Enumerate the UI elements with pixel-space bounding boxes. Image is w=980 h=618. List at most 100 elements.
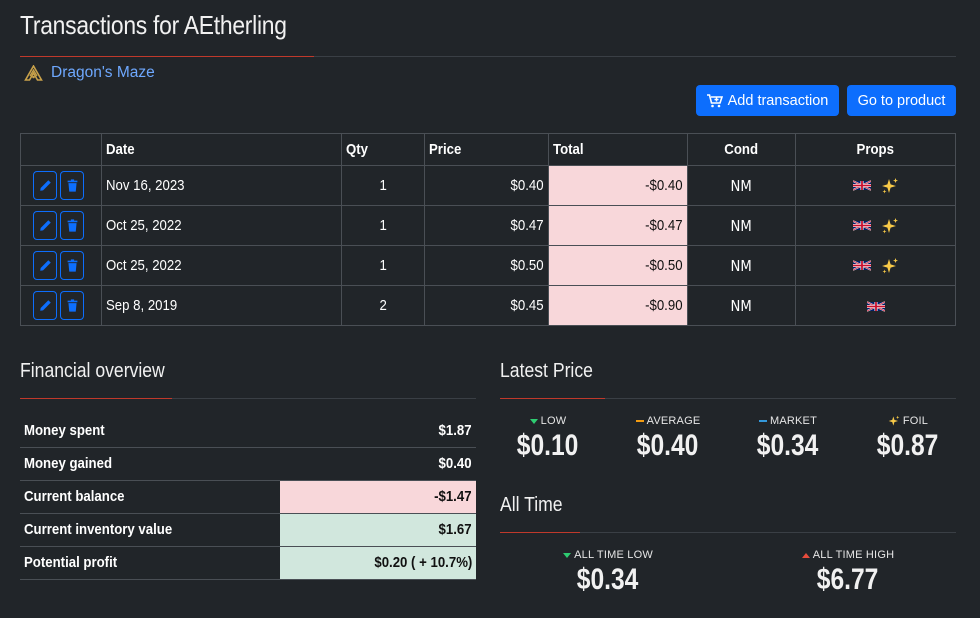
latest-price-market: MARKET $0.34 xyxy=(728,415,848,463)
add-transaction-button[interactable]: Add transaction xyxy=(696,85,839,116)
price-value: $0.40 xyxy=(637,429,699,462)
uk-flag-icon xyxy=(852,220,871,231)
total-cell: -$0.47 xyxy=(548,205,688,246)
financial-value: $0.40 xyxy=(280,447,476,481)
financial-label: Current balance xyxy=(20,480,280,514)
all-time-low-value: $0.34 xyxy=(577,563,639,596)
financial-label: Money gained xyxy=(20,447,280,481)
financial-row: Money gained $0.40 xyxy=(20,447,476,481)
all-time-high-value: $6.77 xyxy=(817,563,879,596)
dash-icon xyxy=(635,420,644,422)
transactions-table: Date Qty Price Total Cond Props Nov 16, … xyxy=(20,133,956,326)
all-time-high-label: ALL TIME HIGH xyxy=(812,549,895,561)
date-cell: Nov 16, 2023 xyxy=(101,165,342,206)
foil-sparkle-icon xyxy=(881,177,898,194)
set-link[interactable]: Dragon's Maze xyxy=(24,64,155,82)
price-value: $0.87 xyxy=(877,429,939,462)
qty-cell: 2 xyxy=(341,285,425,326)
price-label: AVERAGE xyxy=(646,415,701,427)
delete-button[interactable] xyxy=(60,291,84,320)
all-time-divider xyxy=(500,532,956,533)
financial-row: Potential profit $0.20 ( + 10.7%) xyxy=(20,546,476,580)
title-divider xyxy=(20,56,956,57)
delete-button[interactable] xyxy=(60,171,84,200)
total-cell: -$0.50 xyxy=(548,245,688,286)
table-header-row: Date Qty Price Total Cond Props xyxy=(20,133,956,166)
qty-cell: 1 xyxy=(341,245,425,286)
row-actions xyxy=(20,205,102,246)
actions-header xyxy=(20,133,102,166)
trash-icon xyxy=(67,259,77,272)
pencil-icon xyxy=(39,180,51,191)
cond-header[interactable]: Cond xyxy=(687,133,796,166)
table-row: Oct 25, 2022 1 $0.50 -$0.50 NM xyxy=(20,245,956,286)
price-label: MARKET xyxy=(769,415,818,427)
price-label: FOIL xyxy=(902,415,929,427)
qty-cell: 1 xyxy=(341,165,425,206)
financial-value: $1.67 xyxy=(280,513,476,547)
foil-sparkle-icon xyxy=(881,257,898,274)
set-name: Dragon's Maze xyxy=(51,64,155,81)
uk-flag-icon xyxy=(866,300,885,312)
delete-button[interactable] xyxy=(60,251,84,280)
pencil-icon xyxy=(39,260,51,271)
edit-button[interactable] xyxy=(33,171,57,200)
cart-plus-icon xyxy=(706,93,723,107)
date-cell: Sep 8, 2019 xyxy=(101,285,342,326)
title-divider-accent xyxy=(20,56,314,57)
qty-cell: 1 xyxy=(341,205,425,246)
financial-overview-title: Financial overview xyxy=(20,360,165,382)
arrow-down-icon xyxy=(563,552,572,558)
delete-button[interactable] xyxy=(60,211,84,240)
props-cell xyxy=(795,245,956,286)
go-to-product-button[interactable]: Go to product xyxy=(847,85,956,116)
cond-cell: NM xyxy=(687,245,796,286)
financial-divider xyxy=(20,398,476,399)
all-time-low: ALL TIME LOW $0.34 xyxy=(548,549,668,597)
cond-cell: NM xyxy=(687,285,796,326)
latest-price-title: Latest Price xyxy=(500,360,593,382)
row-actions xyxy=(20,285,102,326)
trash-icon xyxy=(67,179,77,192)
financial-row: Current inventory value $1.67 xyxy=(20,513,476,547)
cond-cell: NM xyxy=(687,205,796,246)
add-transaction-label: Add transaction xyxy=(727,92,829,109)
dragons-maze-set-icon xyxy=(24,65,43,81)
latest-price-divider-accent xyxy=(500,398,605,399)
financial-row: Current balance -$1.47 xyxy=(20,480,476,514)
price-value: $0.10 xyxy=(517,429,579,462)
date-header[interactable]: Date xyxy=(101,133,342,166)
price-value: $0.34 xyxy=(757,429,819,462)
date-cell: Oct 25, 2022 xyxy=(101,205,342,246)
cond-cell: NM xyxy=(687,165,796,206)
all-time-low-label: ALL TIME LOW xyxy=(574,549,653,561)
price-label: LOW xyxy=(540,415,567,427)
qty-header[interactable]: Qty xyxy=(341,133,425,166)
props-cell xyxy=(795,205,956,246)
price-header[interactable]: Price xyxy=(424,133,549,166)
trash-icon xyxy=(67,299,77,312)
financial-divider-accent xyxy=(20,398,172,399)
pencil-icon xyxy=(39,220,51,231)
table-row: Oct 25, 2022 1 $0.47 -$0.47 NM xyxy=(20,205,956,246)
arrow-down-icon xyxy=(529,418,538,424)
financial-label: Current inventory value xyxy=(20,513,280,547)
total-cell: -$0.90 xyxy=(548,285,688,326)
latest-price-divider xyxy=(500,398,956,399)
arrow-up-icon xyxy=(801,552,810,558)
financial-value: -$1.47 xyxy=(280,480,476,514)
props-cell xyxy=(795,285,956,326)
all-time-title: All Time xyxy=(500,494,563,516)
latest-price-low: LOW $0.10 xyxy=(488,415,608,463)
total-cell: -$0.40 xyxy=(548,165,688,206)
price-cell: $0.50 xyxy=(424,245,549,286)
edit-button[interactable] xyxy=(33,211,57,240)
total-header[interactable]: Total xyxy=(548,133,688,166)
row-actions xyxy=(20,245,102,286)
financial-label: Money spent xyxy=(20,414,280,448)
props-cell xyxy=(795,165,956,206)
all-time-high: ALL TIME HIGH $6.77 xyxy=(788,549,908,597)
edit-button[interactable] xyxy=(33,251,57,280)
edit-button[interactable] xyxy=(33,291,57,320)
price-cell: $0.40 xyxy=(424,165,549,206)
